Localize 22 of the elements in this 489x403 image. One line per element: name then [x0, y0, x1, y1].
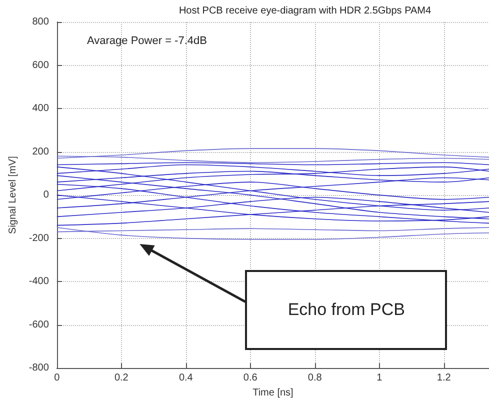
y-tick-label: -600 [28, 319, 50, 330]
y-tick-label: 200 [32, 146, 50, 158]
y-tick-label: 400 [32, 103, 50, 114]
y-tick-label: 800 [32, 16, 50, 28]
x-tick-label: 1.2 [436, 372, 452, 384]
y-tick-label: 0 [43, 190, 50, 201]
x-tick-label: 0.8 [308, 372, 322, 384]
x-tick-label: 0.2 [114, 372, 129, 384]
annotation: Echo from PCB [288, 300, 405, 320]
annotation: Avarage Power = -7.4dB [87, 35, 207, 47]
y-tick-label: -800 [28, 362, 50, 374]
chart-title: Host PCB receive eye-diagram with HDR 2.5Gbps PAM4 [178, 6, 432, 16]
x-tick-label: 0.6 [243, 372, 258, 384]
x-tick-label: 0 [54, 372, 60, 384]
x-tick-label: 1 [376, 372, 383, 384]
x-axis-title: Time [ns] [252, 388, 294, 398]
y-tick-label: -200 [28, 232, 50, 244]
y-tick-label: 600 [32, 60, 50, 71]
callout-box: Echo from PCB [245, 270, 448, 350]
y-axis-title: Signal Level [mV] [8, 156, 18, 234]
x-tick-label: 0.4 [178, 372, 194, 384]
y-tick-label: -400 [28, 276, 50, 288]
